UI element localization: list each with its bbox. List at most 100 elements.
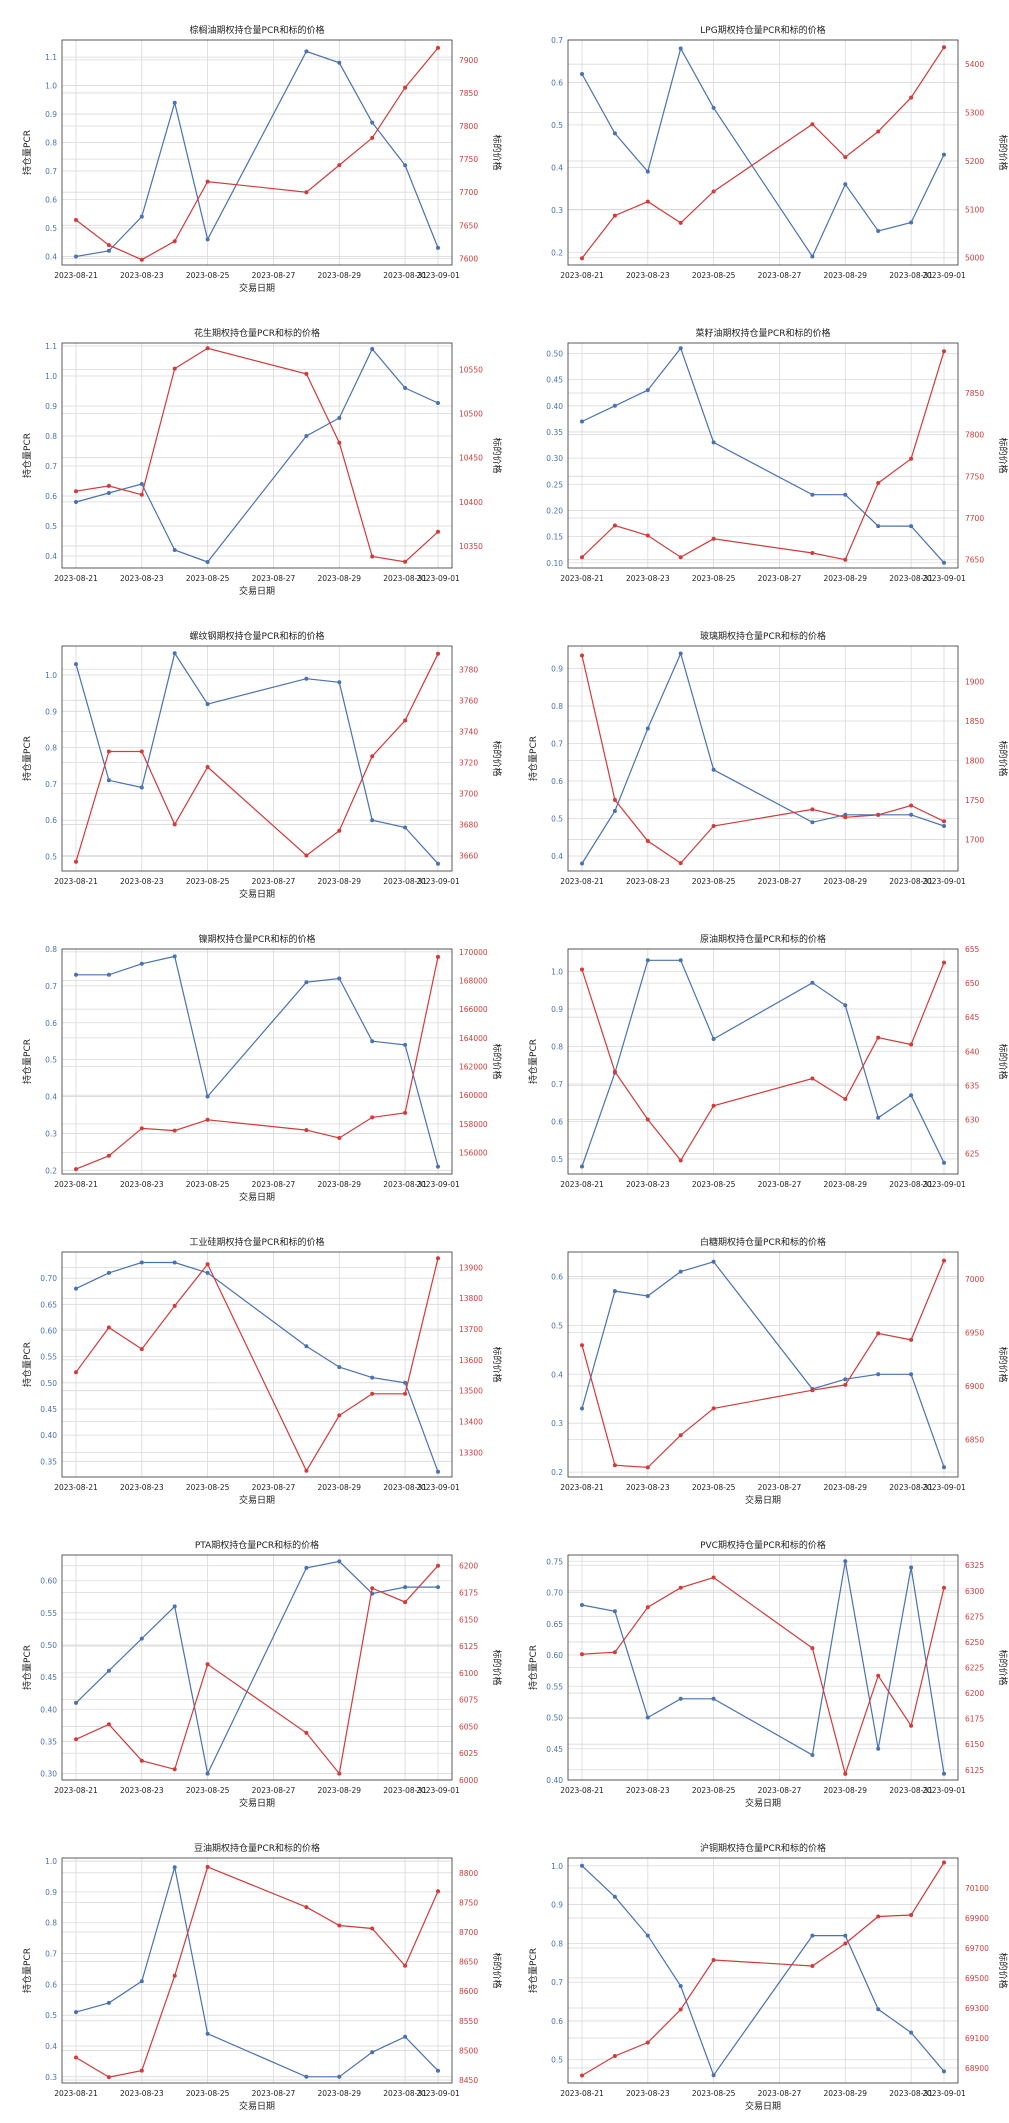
- left-tick-label: 0.40: [546, 1776, 563, 1785]
- pcr-point: [106, 248, 111, 253]
- price-point: [74, 1167, 78, 1172]
- x-tick-label: 2023-08-29: [823, 1180, 867, 1189]
- price-point: [711, 536, 716, 541]
- price-point: [139, 749, 144, 754]
- chart-title: 螺纹钢期权持仓量PCR和标的价格: [190, 630, 325, 642]
- chart-panel-14: 沪铜期权持仓量PCR和标的价格 0.5 0.6 0.7 0.8 0.9 1.0 68900 69…: [527, 1842, 1009, 2112]
- plot-frame: [61, 645, 453, 872]
- y-axis-label: 持仓量PCR: [527, 1948, 539, 1993]
- left-tick-label: 0.6: [45, 1980, 57, 1989]
- right-tick-label: 635: [965, 1081, 980, 1090]
- pcr-point: [843, 182, 848, 187]
- x-tick-label: 2023-08-27: [758, 271, 802, 280]
- pcr-point: [645, 1715, 650, 1720]
- y-axis-label: 持仓量PCR: [527, 1645, 539, 1690]
- pcr-point: [337, 1365, 342, 1370]
- pcr-line: [75, 1560, 438, 1776]
- left-tick-label: 0.55: [40, 1609, 57, 1618]
- pcr-point: [172, 954, 177, 959]
- right-tick-label: 6950: [965, 1328, 984, 1337]
- price-point: [810, 807, 815, 812]
- x-tick-label: 2023-08-27: [252, 1483, 296, 1492]
- right-tick-label: 6900: [965, 1382, 984, 1391]
- price-point: [711, 189, 716, 194]
- price-point: [337, 1413, 342, 1418]
- price-point: [876, 481, 881, 485]
- right-tick-label: 8800: [459, 1869, 478, 1878]
- pcr-point: [403, 2034, 408, 2039]
- pcr-point: [942, 1771, 946, 1776]
- price-point: [909, 1337, 914, 1342]
- left-tick-label: 0.50: [546, 349, 563, 358]
- x-tick-label: 2023-08-23: [120, 271, 164, 280]
- price-point: [678, 861, 683, 866]
- right-tick-label: 7600: [459, 254, 478, 263]
- right-tick-label: 158000: [459, 1120, 488, 1129]
- left-tick-label: 1.0: [45, 1857, 57, 1866]
- pcr-line: [581, 959, 945, 1167]
- pcr-point: [612, 1894, 617, 1899]
- y2-axis-label: 标的价格: [997, 1346, 1009, 1382]
- price-point: [909, 456, 914, 461]
- x-tick-label: 2023-09-01: [922, 271, 966, 280]
- price-point: [580, 555, 584, 560]
- pcr-point: [403, 825, 408, 830]
- price-point: [74, 2055, 78, 2060]
- price-point: [580, 256, 584, 261]
- x-tick-label: 2023-08-21: [54, 1786, 98, 1795]
- x-axis-label: 交易日期: [239, 888, 275, 900]
- left-tick-label: 0.8: [45, 945, 57, 954]
- right-tick-label: 6000: [459, 1776, 478, 1785]
- x-tick-label: 2023-08-27: [758, 1483, 802, 1492]
- x-tick-label: 2023-08-21: [560, 1786, 604, 1795]
- pcr-point: [205, 237, 210, 242]
- right-tick-label: 1700: [965, 835, 984, 844]
- price-point: [711, 824, 716, 828]
- right-tick-label: 8700: [459, 1928, 478, 1937]
- x-tick-label: 2023-08-25: [692, 1180, 736, 1189]
- price-point: [580, 967, 584, 972]
- pcr-point: [810, 1933, 815, 1938]
- price-point: [74, 489, 78, 494]
- x-tick-label: 2023-08-31: [383, 1786, 427, 1795]
- x-tick-label: 2023-08-29: [823, 574, 867, 583]
- price-point: [678, 2007, 683, 2012]
- price-point: [370, 1391, 375, 1396]
- price-point: [843, 1382, 848, 1387]
- plot-frame: [567, 1554, 959, 1781]
- pcr-point: [843, 1003, 848, 1008]
- price-line: [75, 347, 439, 563]
- chart-title: 沪铜期权持仓量PCR和标的价格: [700, 1842, 826, 1854]
- right-tick-label: 1750: [965, 796, 984, 805]
- x-tick-label: 2023-08-31: [383, 1180, 427, 1189]
- right-tick-label: 7850: [965, 389, 984, 398]
- x-tick-label: 2023-09-01: [922, 1483, 966, 1492]
- pcr-point: [711, 2073, 716, 2078]
- left-tick-label: 0.6: [551, 1272, 563, 1281]
- pcr-point: [810, 492, 815, 497]
- x-tick-label: 2023-09-01: [416, 2089, 460, 2098]
- x-tick-label: 2023-08-27: [252, 1180, 296, 1189]
- y2-axis-label: 标的价格: [997, 1952, 1009, 1988]
- price-point: [645, 1117, 650, 1122]
- left-tick-label: 0.9: [45, 110, 57, 119]
- pcr-point: [403, 1380, 408, 1385]
- right-tick-label: 7800: [965, 431, 984, 440]
- pcr-point: [172, 1865, 177, 1870]
- right-tick-label: 5400: [965, 60, 984, 69]
- y2-axis-label: 标的价格: [997, 1043, 1009, 1079]
- price-point: [205, 1864, 210, 1869]
- right-tick-label: 5300: [965, 109, 984, 118]
- price-point: [403, 1391, 408, 1396]
- x-tick-label: 2023-09-01: [922, 574, 966, 583]
- pcr-point: [139, 482, 144, 486]
- pcr-point: [370, 347, 375, 351]
- left-tick-label: 0.5: [551, 2056, 563, 2065]
- left-tick-label: 0.30: [40, 1770, 57, 1779]
- pcr-line: [581, 1561, 945, 1774]
- left-tick-label: 0.7: [45, 1950, 57, 1959]
- pcr-point: [711, 105, 716, 110]
- right-tick-label: 3780: [459, 665, 478, 674]
- plot-frame: [61, 39, 453, 266]
- x-tick-label: 2023-08-27: [252, 271, 296, 280]
